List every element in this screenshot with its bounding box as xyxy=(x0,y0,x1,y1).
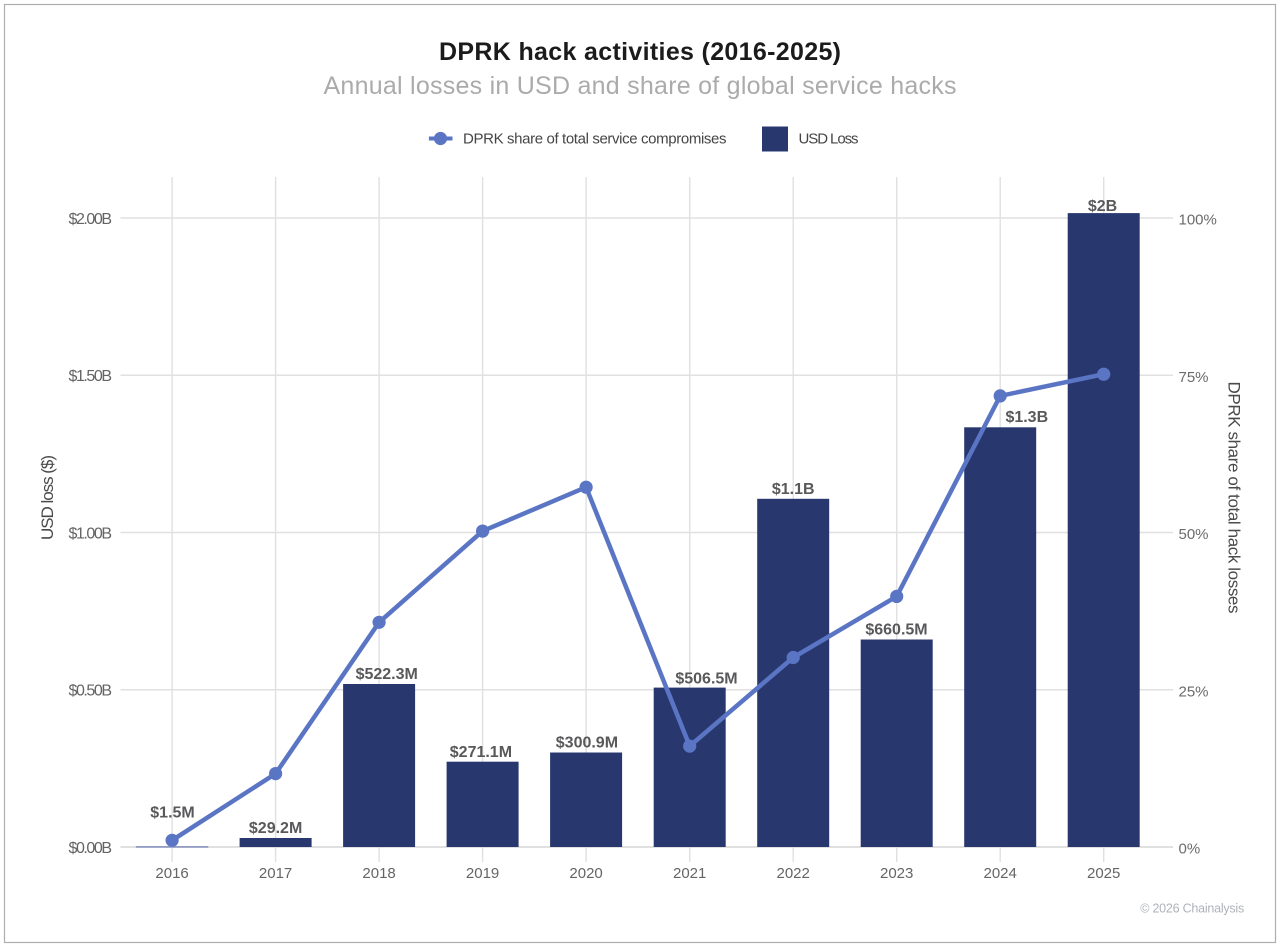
svg-text:$660.5M: $660.5M xyxy=(865,622,927,639)
svg-text:USD loss ($): USD loss ($) xyxy=(38,455,57,540)
svg-text:100%: 100% xyxy=(1179,212,1217,229)
svg-text:USD Loss: USD Loss xyxy=(799,131,859,148)
svg-text:$271.1M: $271.1M xyxy=(450,744,512,761)
svg-text:50%: 50% xyxy=(1179,526,1209,543)
svg-text:2023: 2023 xyxy=(880,865,913,882)
svg-text:$0.00B: $0.00B xyxy=(69,840,113,857)
svg-text:0%: 0% xyxy=(1179,841,1201,858)
svg-text:2020: 2020 xyxy=(569,865,602,882)
svg-text:2019: 2019 xyxy=(466,865,499,882)
svg-text:DPRK share of total hack losse: DPRK share of total hack losses xyxy=(1225,382,1244,614)
svg-text:$1.5M: $1.5M xyxy=(150,805,194,822)
svg-text:2021: 2021 xyxy=(673,865,706,882)
svg-text:75%: 75% xyxy=(1179,369,1209,386)
svg-text:Annual losses in USD and share: Annual losses in USD and share of global… xyxy=(324,72,957,100)
svg-text:$1.1B: $1.1B xyxy=(772,481,815,498)
svg-text:$1.50B: $1.50B xyxy=(69,368,113,385)
svg-text:$0.50B: $0.50B xyxy=(69,683,113,700)
svg-text:25%: 25% xyxy=(1179,683,1209,700)
svg-text:2022: 2022 xyxy=(777,865,810,882)
svg-text:2017: 2017 xyxy=(259,865,292,882)
svg-text:2025: 2025 xyxy=(1087,865,1120,882)
svg-text:$29.2M: $29.2M xyxy=(249,820,302,837)
svg-text:$1.3B: $1.3B xyxy=(1005,409,1048,426)
svg-text:$300.9M: $300.9M xyxy=(556,735,618,752)
svg-text:$506.5M: $506.5M xyxy=(675,670,737,687)
svg-text:$2.00B: $2.00B xyxy=(69,211,113,228)
svg-text:2018: 2018 xyxy=(362,865,395,882)
svg-text:$1.00B: $1.00B xyxy=(69,525,113,542)
svg-text:2016: 2016 xyxy=(155,865,188,882)
svg-text:DPRK share of total service co: DPRK share of total service compromises xyxy=(463,131,727,148)
svg-text:2024: 2024 xyxy=(984,865,1017,882)
svg-text:DPRK hack activities (2016-202: DPRK hack activities (2016-2025) xyxy=(439,38,841,66)
svg-text:$2B: $2B xyxy=(1088,198,1117,215)
svg-text:$522.3M: $522.3M xyxy=(356,666,418,683)
svg-text:© 2026 Chainalysis: © 2026 Chainalysis xyxy=(1140,902,1244,916)
